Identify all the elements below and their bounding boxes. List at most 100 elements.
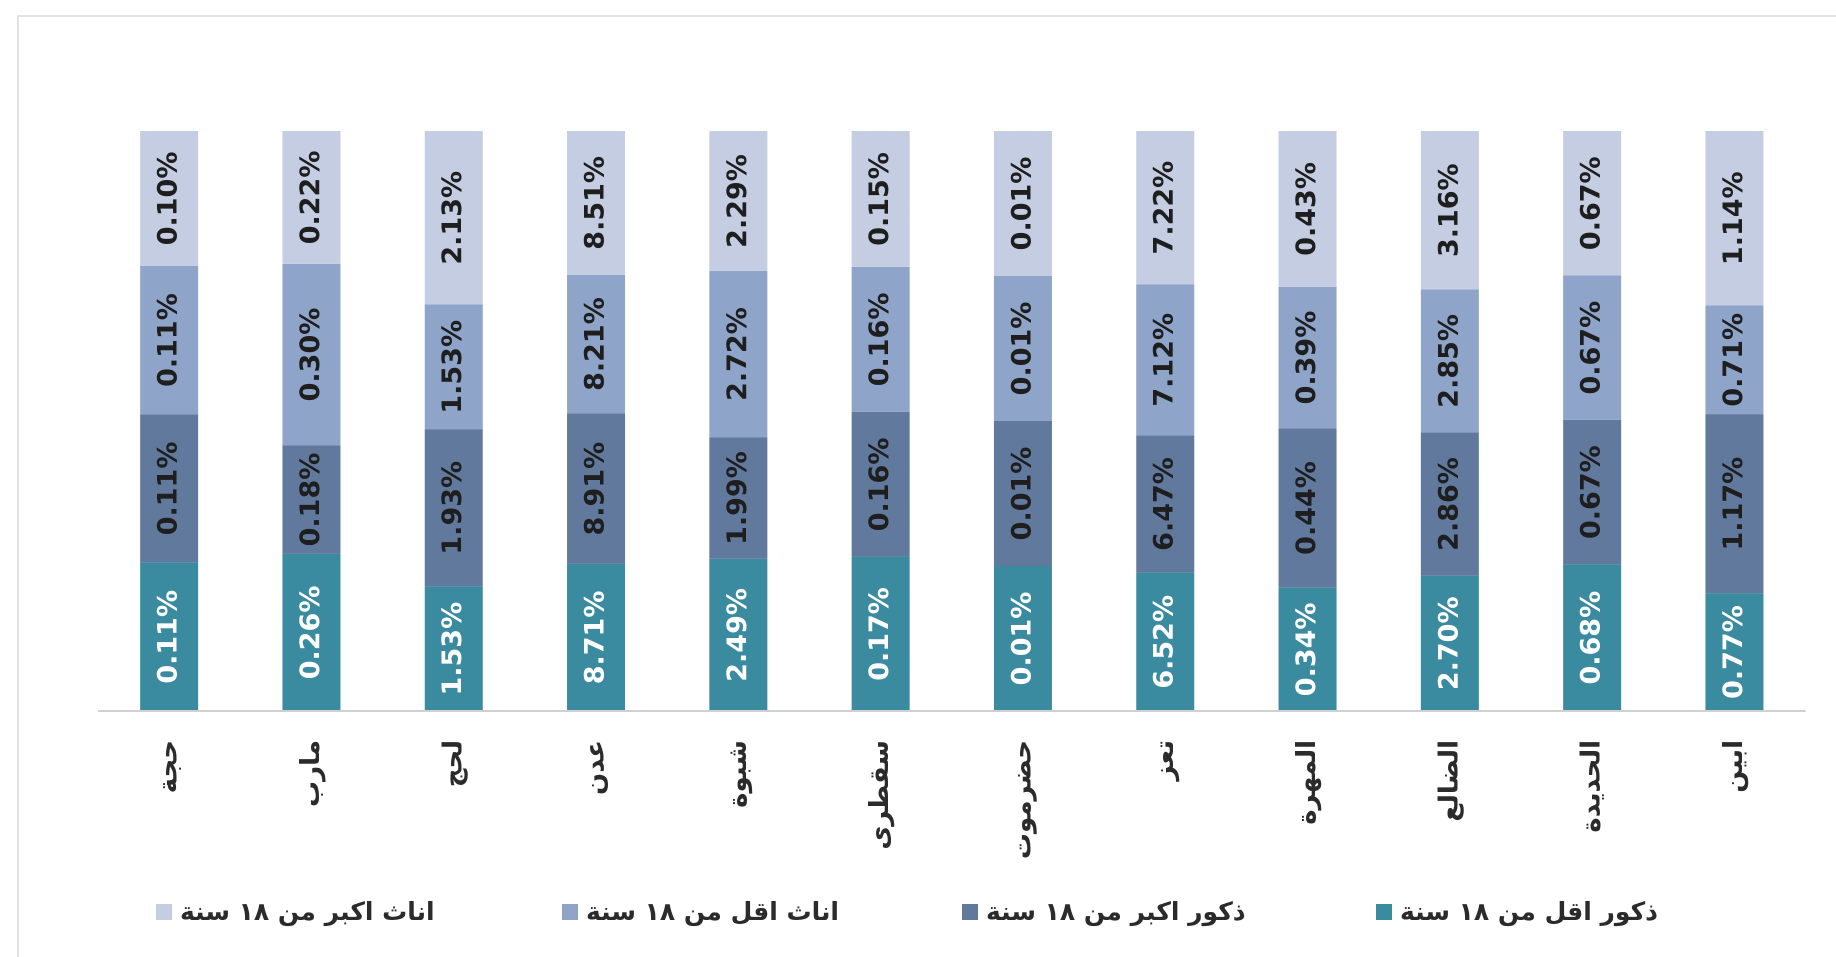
legend-swatch [562, 904, 578, 920]
value-label: 0.01% [1006, 447, 1037, 541]
bar-segment [1563, 275, 1622, 420]
x-tick-label: ابين [1719, 740, 1749, 793]
bar-segment [282, 553, 341, 711]
bar-segment [567, 413, 626, 564]
value-label: 1.17% [1718, 457, 1749, 551]
bar-segment [1136, 572, 1195, 711]
value-label: 2.49% [722, 588, 753, 682]
bar-segment [1705, 593, 1764, 711]
bar-segment [1563, 419, 1622, 565]
bar-segment [1420, 575, 1479, 711]
value-label: 2.29% [722, 154, 753, 248]
value-label: 0.26% [295, 586, 326, 680]
value-label: 1.93% [437, 461, 468, 555]
bar-segment [282, 263, 341, 446]
value-label: 0.67% [1576, 445, 1607, 539]
bar-segment [1420, 131, 1479, 290]
value-label: 8.51% [580, 156, 611, 250]
x-tick-label: حجة [154, 740, 184, 793]
bar-segment [1278, 286, 1337, 429]
x-tick-label: تعز [1150, 740, 1180, 783]
value-label: 2.72% [722, 307, 753, 401]
value-label: 0.67% [1576, 156, 1607, 250]
x-tick-label: حضرموت [1007, 740, 1037, 859]
x-tick-label: شبوة [723, 740, 753, 808]
value-label: 7.12% [1149, 313, 1180, 407]
legend-label: ذكور اقل من ١٨ سنة [1400, 897, 1658, 927]
value-label: 0.22% [295, 151, 326, 245]
value-label: 0.11% [153, 590, 184, 684]
bar-segment [993, 276, 1052, 421]
value-label: 0.17% [864, 587, 895, 681]
bar-segment [1705, 131, 1764, 306]
bar-segment [140, 562, 199, 711]
bar-segment [1563, 564, 1622, 711]
value-label: 0.67% [1576, 301, 1607, 395]
bar-segment [1136, 435, 1195, 573]
value-label: 0.16% [864, 293, 895, 387]
bar-segment [709, 558, 768, 711]
bar-segment [1278, 587, 1337, 711]
value-label: 0.11% [153, 293, 184, 387]
legend-label: ذكور اكبر من ١٨ سنة [986, 897, 1246, 927]
bar-segment [424, 131, 483, 305]
value-label: 0.10% [153, 152, 184, 246]
value-label: 8.21% [580, 297, 611, 391]
chart-frame [17, 15, 1836, 957]
value-label: 6.52% [1149, 595, 1180, 689]
x-tick-label: الضالع [1434, 740, 1464, 822]
value-label: 0.15% [864, 152, 895, 246]
value-label: 0.16% [864, 438, 895, 532]
bar-segment [567, 131, 626, 275]
legend-swatch [156, 904, 172, 920]
bar-segment [424, 304, 483, 430]
value-label: 2.70% [1433, 596, 1464, 690]
bar-segment [140, 265, 199, 415]
bar-segment [424, 586, 483, 711]
value-label: 0.71% [1718, 313, 1749, 407]
bar-segment [140, 414, 199, 563]
bar-segment [282, 445, 341, 554]
value-label: 1.99% [722, 451, 753, 545]
bar-segment [1278, 131, 1337, 287]
value-label: 2.86% [1433, 457, 1464, 551]
bar-segment [1136, 284, 1195, 436]
bar-segment [1563, 131, 1622, 276]
value-label: 0.18% [295, 453, 326, 547]
x-tick-label: الحديدة [1577, 740, 1607, 833]
x-tick-label: سقطرى [865, 740, 895, 850]
value-label: 0.39% [1291, 311, 1322, 405]
bar-segment [140, 131, 199, 266]
bar-segment [993, 131, 1052, 276]
bar-segment [851, 411, 910, 557]
x-tick-label: المهرة [1292, 740, 1322, 825]
value-label: 2.85% [1433, 314, 1464, 408]
x-tick-label: مارب [296, 740, 326, 807]
bar-segment [851, 266, 910, 412]
bar-segment [424, 429, 483, 587]
value-label: 1.14% [1718, 171, 1749, 265]
value-label: 0.11% [153, 442, 184, 536]
bar-segment [1705, 305, 1764, 415]
value-label: 0.01% [1006, 157, 1037, 251]
legend-label: اناث اكبر من ١٨ سنة [180, 897, 435, 927]
value-label: 6.47% [1149, 457, 1180, 551]
value-label: 1.53% [437, 320, 468, 414]
bar-segment [1705, 414, 1764, 594]
bar-segment [1420, 432, 1479, 576]
value-label: 0.44% [1291, 461, 1322, 555]
legend-swatch [962, 904, 978, 920]
x-tick-label: لحج [438, 740, 468, 787]
value-label: 3.16% [1433, 163, 1464, 257]
bar-segment [1420, 289, 1479, 433]
bar-segment [851, 131, 910, 267]
bar-segment [709, 131, 768, 271]
bar-segment [709, 437, 768, 559]
x-tick-label: عدن [581, 740, 611, 795]
legend-swatch [1376, 904, 1392, 920]
bar-segment [567, 563, 626, 711]
bar-segment [567, 274, 626, 414]
value-label: 0.77% [1718, 605, 1749, 699]
value-label: 8.71% [580, 591, 611, 685]
